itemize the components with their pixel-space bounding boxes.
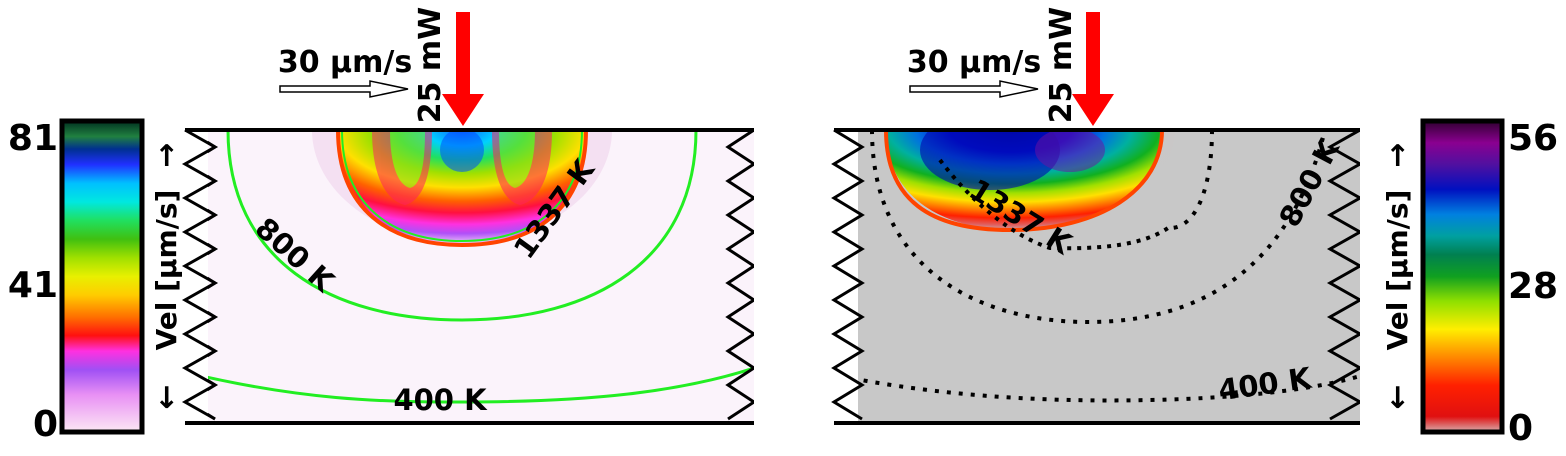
left-colorbar-tick-max: 81 (8, 118, 58, 159)
left-isotherm-1337k (336, 130, 588, 248)
right-field (858, 130, 1360, 421)
left-up-arrow-icon: → (149, 142, 184, 167)
right-colorbar-tick-min: 0 (1508, 408, 1533, 449)
left-vortex-streaks (372, 130, 552, 205)
left-colorbar-gradient (59, 118, 145, 435)
left-isotherm-1337k-inner (341, 130, 583, 243)
right-zigzag-left (831, 128, 865, 421)
right-isotherm-1337k-dotted (938, 158, 1170, 251)
left-panel: 81 41 0 Vel [µm/s] → ← (8, 7, 754, 445)
right-colorbar: Vel [µm/s] → ← 56 28 0 (1380, 118, 1558, 449)
left-laser-arrow-icon (442, 12, 484, 126)
left-zigzag-outer (181, 128, 219, 421)
right-isotherm-800k-top (1167, 130, 1214, 231)
right-core-purple (1035, 130, 1105, 172)
left-field (208, 130, 754, 421)
left-scan-arrow-icon (279, 80, 409, 98)
right-laser-arrow-icon (1072, 12, 1114, 126)
right-scan-speed-label: 30 µm/s (907, 45, 1041, 80)
left-label-400k: 400 K (393, 383, 488, 417)
right-isotherm-400k (858, 374, 1360, 403)
left-down-arrow-icon: ← (149, 384, 184, 409)
left-isotherm-400k (208, 366, 754, 404)
right-colorbar-label: Vel [µm/s] (1381, 190, 1414, 351)
right-up-arrow-icon: → (1380, 142, 1415, 167)
left-isotherm-800k (226, 130, 698, 322)
left-laser-power-label: 25 mW (413, 7, 448, 124)
left-colorbar: 81 41 0 Vel [µm/s] → ← (8, 118, 184, 445)
right-colorbar-tick-mid: 28 (1508, 266, 1558, 307)
right-zigzag-right (1326, 130, 1360, 421)
right-colorbar-tick-max: 56 (1508, 118, 1558, 159)
left-colorbar-label: Vel [µm/s] (150, 190, 183, 351)
right-colorbar-gradient (1420, 118, 1505, 435)
right-isotherm-1337k (884, 130, 1164, 233)
right-panel: 1337 K 800 K 400 K 30 µm/s 25 mW Vel [µm… (831, 7, 1558, 449)
right-core (920, 130, 1060, 190)
right-down-arrow-icon: ← (1380, 384, 1415, 409)
left-colorbar-tick-mid: 41 (8, 265, 58, 306)
right-scan-arrow-icon (909, 80, 1039, 98)
left-colorbar-tick-min: 0 (33, 404, 58, 445)
right-laser-power-label: 25 mW (1044, 7, 1079, 124)
right-isotherm-800k (870, 130, 1327, 325)
left-zigzag-right (725, 130, 754, 421)
left-scan-speed-label: 30 µm/s (278, 45, 412, 80)
